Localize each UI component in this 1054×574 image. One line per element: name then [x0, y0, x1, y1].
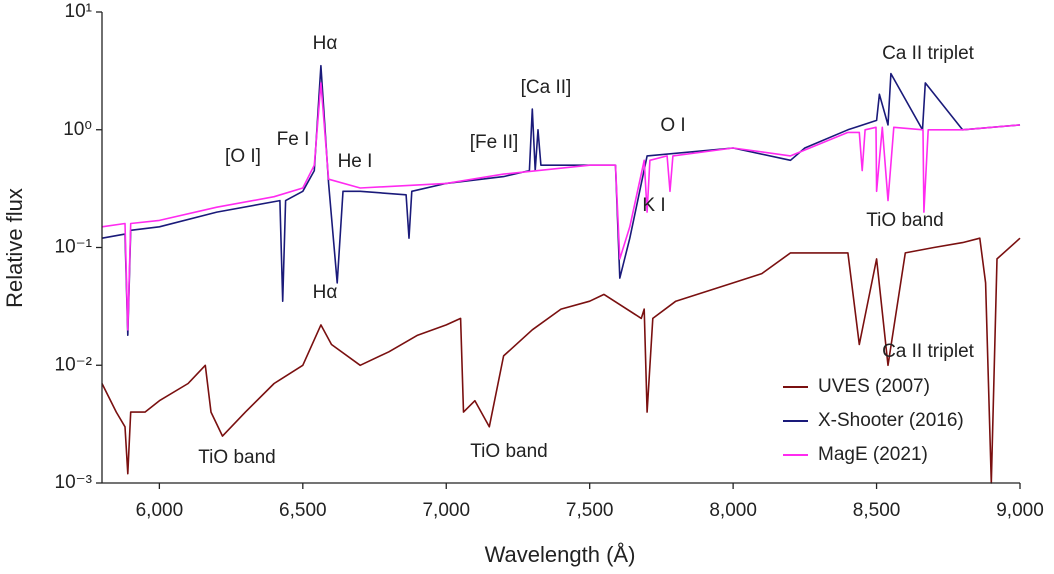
legend-label: X-Shooter (2016) — [818, 410, 964, 431]
x-tick-label: 6,500 — [279, 500, 327, 521]
x-tick-label: 7,000 — [422, 500, 470, 521]
y-axis-label: Relative flux — [2, 188, 27, 308]
annotation: K I — [642, 195, 665, 216]
annotation: TiO band — [866, 210, 943, 231]
annotation: [Ca II] — [521, 77, 572, 98]
annotation: O I — [660, 115, 685, 136]
annotation: [O I] — [225, 146, 261, 167]
annotation: He I — [338, 151, 373, 172]
y-tick-label: 10¹ — [65, 1, 92, 22]
annotation: Ca II triplet — [882, 43, 975, 64]
y-tick-label: 10⁰ — [63, 119, 92, 140]
annotation: TiO band — [198, 447, 275, 468]
annotation: Hα — [313, 282, 338, 303]
annotation: Hα — [313, 33, 338, 54]
y-tick-label: 10⁻³ — [55, 472, 93, 493]
spectrum-line — [101, 64, 1021, 336]
y-tick-label: 10⁻¹ — [55, 237, 93, 258]
annotation: Fe I — [277, 129, 310, 150]
annotation: TiO band — [470, 441, 547, 462]
y-tick-label: 10⁻² — [55, 354, 93, 375]
x-tick-label: 8,000 — [709, 500, 757, 521]
x-axis-label: Wavelength (Å) — [485, 542, 636, 567]
legend-label: MagE (2021) — [818, 444, 928, 465]
annotation: Ca II triplet — [882, 341, 975, 362]
spectrum-line — [101, 82, 1021, 331]
legend-label: UVES (2007) — [818, 376, 930, 397]
x-tick-label: 9,000 — [996, 500, 1044, 521]
x-tick-label: 8,500 — [853, 500, 901, 521]
x-tick-label: 6,000 — [136, 500, 184, 521]
annotation: [Fe II] — [470, 132, 519, 153]
spectrum-line — [101, 237, 1021, 484]
x-tick-label: 7,500 — [566, 500, 614, 521]
